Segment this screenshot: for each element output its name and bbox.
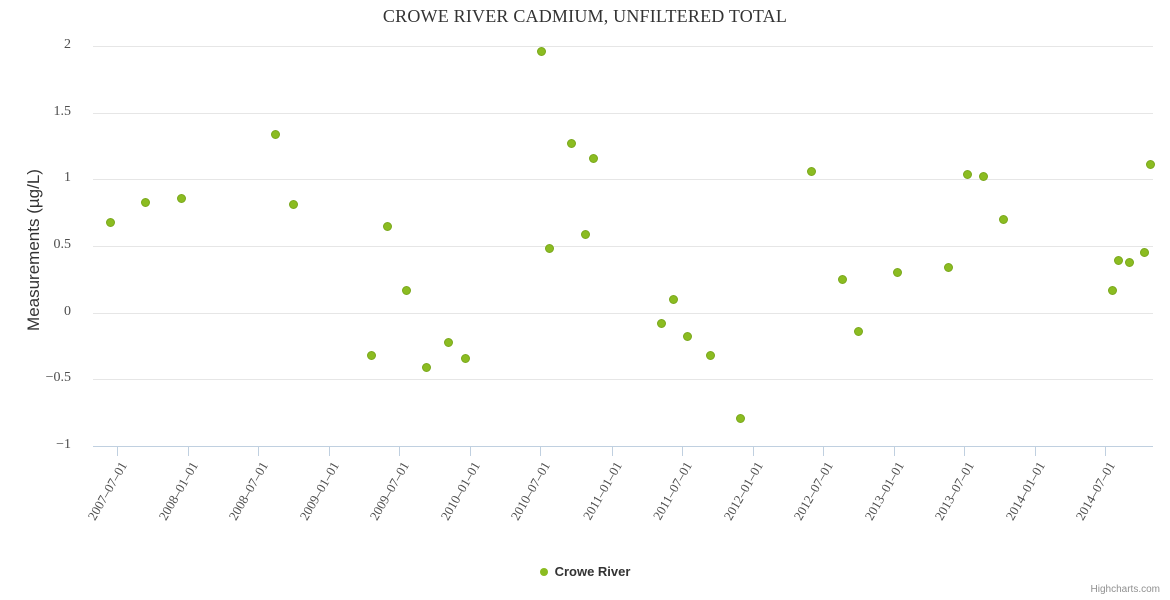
scatter-point[interactable] bbox=[807, 166, 817, 176]
x-axis-tick-label: 2009–01–01 bbox=[296, 459, 343, 523]
scatter-point[interactable] bbox=[656, 318, 666, 328]
scatter-point[interactable] bbox=[537, 46, 547, 56]
gridline bbox=[93, 46, 1153, 47]
x-axis-tick bbox=[329, 447, 331, 456]
x-axis-tick bbox=[752, 447, 754, 456]
gridline bbox=[93, 179, 1153, 181]
y-axis-tick-label: −0.5 bbox=[45, 370, 71, 386]
scatter-point[interactable] bbox=[854, 326, 864, 336]
y-axis-tick-label: 2 bbox=[64, 37, 71, 52]
scatter-point[interactable] bbox=[443, 337, 453, 347]
gridline bbox=[93, 246, 1153, 247]
x-axis-tick bbox=[470, 447, 472, 456]
scatter-point[interactable] bbox=[402, 285, 412, 295]
scatter-point[interactable] bbox=[1108, 285, 1118, 295]
x-axis-tick bbox=[258, 447, 260, 456]
legend-marker-icon bbox=[539, 567, 548, 576]
scatter-point[interactable] bbox=[545, 244, 555, 254]
y-axis-tick-label: 1.5 bbox=[53, 103, 72, 119]
scatter-point[interactable] bbox=[1139, 248, 1149, 258]
x-axis-tick bbox=[1035, 447, 1037, 456]
scatter-point[interactable] bbox=[141, 197, 151, 207]
scatter-point[interactable] bbox=[668, 294, 678, 304]
gridline bbox=[93, 112, 1153, 114]
x-axis-tick bbox=[1105, 447, 1107, 456]
y-axis-tick-label: −1 bbox=[56, 437, 71, 452]
scatter-point[interactable] bbox=[682, 332, 692, 342]
x-axis-tick-label: 2011–01–01 bbox=[579, 459, 625, 523]
plot-area: 2 1.5 1 0.5 0 −0.5 −1 bbox=[46, 37, 1155, 452]
x-axis-tick bbox=[116, 447, 118, 456]
scatter-point[interactable] bbox=[289, 200, 299, 210]
scatter-point[interactable] bbox=[963, 169, 973, 179]
legend-item-crowe-river[interactable]: Crowe River bbox=[539, 564, 631, 579]
x-axis-tick bbox=[540, 447, 542, 456]
scatter-point[interactable] bbox=[461, 353, 471, 363]
scatter-point[interactable] bbox=[943, 262, 953, 272]
x-axis-tick-label: 2013–01–01 bbox=[861, 459, 908, 523]
x-axis-line bbox=[93, 446, 1153, 447]
gridline bbox=[93, 312, 1153, 314]
scatter-point[interactable] bbox=[580, 229, 590, 239]
scatter-point[interactable] bbox=[422, 362, 432, 372]
x-axis-tick bbox=[681, 447, 683, 456]
x-axis-tick bbox=[187, 447, 189, 456]
x-axis-tick bbox=[894, 447, 896, 456]
x-axis-tick-label: 2008–01–01 bbox=[155, 459, 201, 523]
scatter-point[interactable] bbox=[1145, 160, 1155, 170]
y-axis-tick-label: 1 bbox=[64, 170, 71, 186]
x-axis-tick bbox=[823, 447, 825, 456]
x-axis-tick bbox=[964, 447, 966, 456]
scatter-point[interactable] bbox=[105, 217, 115, 227]
x-axis-tick-label: 2014–07–01 bbox=[1072, 459, 1119, 523]
x-axis-tick-label: 2007–07–01 bbox=[84, 459, 130, 523]
x-axis-tick-label: 2013–07–01 bbox=[931, 459, 978, 523]
scatter-point[interactable] bbox=[837, 274, 847, 284]
x-axis-tick-label: 2014–01–01 bbox=[1002, 459, 1049, 523]
legend-item-label: Crowe River bbox=[554, 564, 631, 579]
credits-label[interactable]: Highcharts.com bbox=[1090, 584, 1160, 595]
x-axis-tick-label: 2011–07–01 bbox=[649, 459, 695, 523]
scatter-point[interactable] bbox=[998, 214, 1008, 224]
y-axis-tick-label: 0 bbox=[64, 303, 71, 319]
x-axis-tick-label: 2012–07–01 bbox=[790, 459, 837, 523]
scatter-point[interactable] bbox=[736, 413, 746, 423]
x-axis-tick-label: 2009–07–01 bbox=[366, 459, 413, 523]
x-axis-tick-label: 2012–01–01 bbox=[720, 459, 766, 523]
scatter-point[interactable] bbox=[1124, 257, 1134, 267]
scatter-point[interactable] bbox=[383, 221, 393, 231]
x-axis-tick bbox=[611, 447, 613, 456]
y-axis-tick-label: 0.5 bbox=[53, 237, 72, 252]
scatter-point[interactable] bbox=[271, 129, 281, 139]
scatter-point[interactable] bbox=[979, 172, 989, 182]
scatter-point[interactable] bbox=[706, 350, 716, 360]
scatter-point[interactable] bbox=[893, 268, 903, 278]
scatter-point[interactable] bbox=[366, 350, 376, 360]
x-axis-tick-label: 2010–07–01 bbox=[507, 459, 554, 523]
chart-title: CROWE RIVER CADMIUM, UNFILTERED TOTAL bbox=[382, 6, 788, 26]
scatter-point[interactable] bbox=[1114, 256, 1124, 266]
x-axis-tick-label: 2010–01–01 bbox=[437, 459, 484, 523]
scatter-point[interactable] bbox=[176, 193, 186, 203]
chart-legend: Crowe River bbox=[0, 564, 1170, 579]
x-axis-tick bbox=[399, 447, 401, 456]
scatter-point[interactable] bbox=[567, 138, 577, 148]
scatter-point[interactable] bbox=[588, 153, 598, 163]
x-axis-tick-label: 2008–07–01 bbox=[225, 459, 272, 523]
gridline bbox=[93, 379, 1153, 381]
